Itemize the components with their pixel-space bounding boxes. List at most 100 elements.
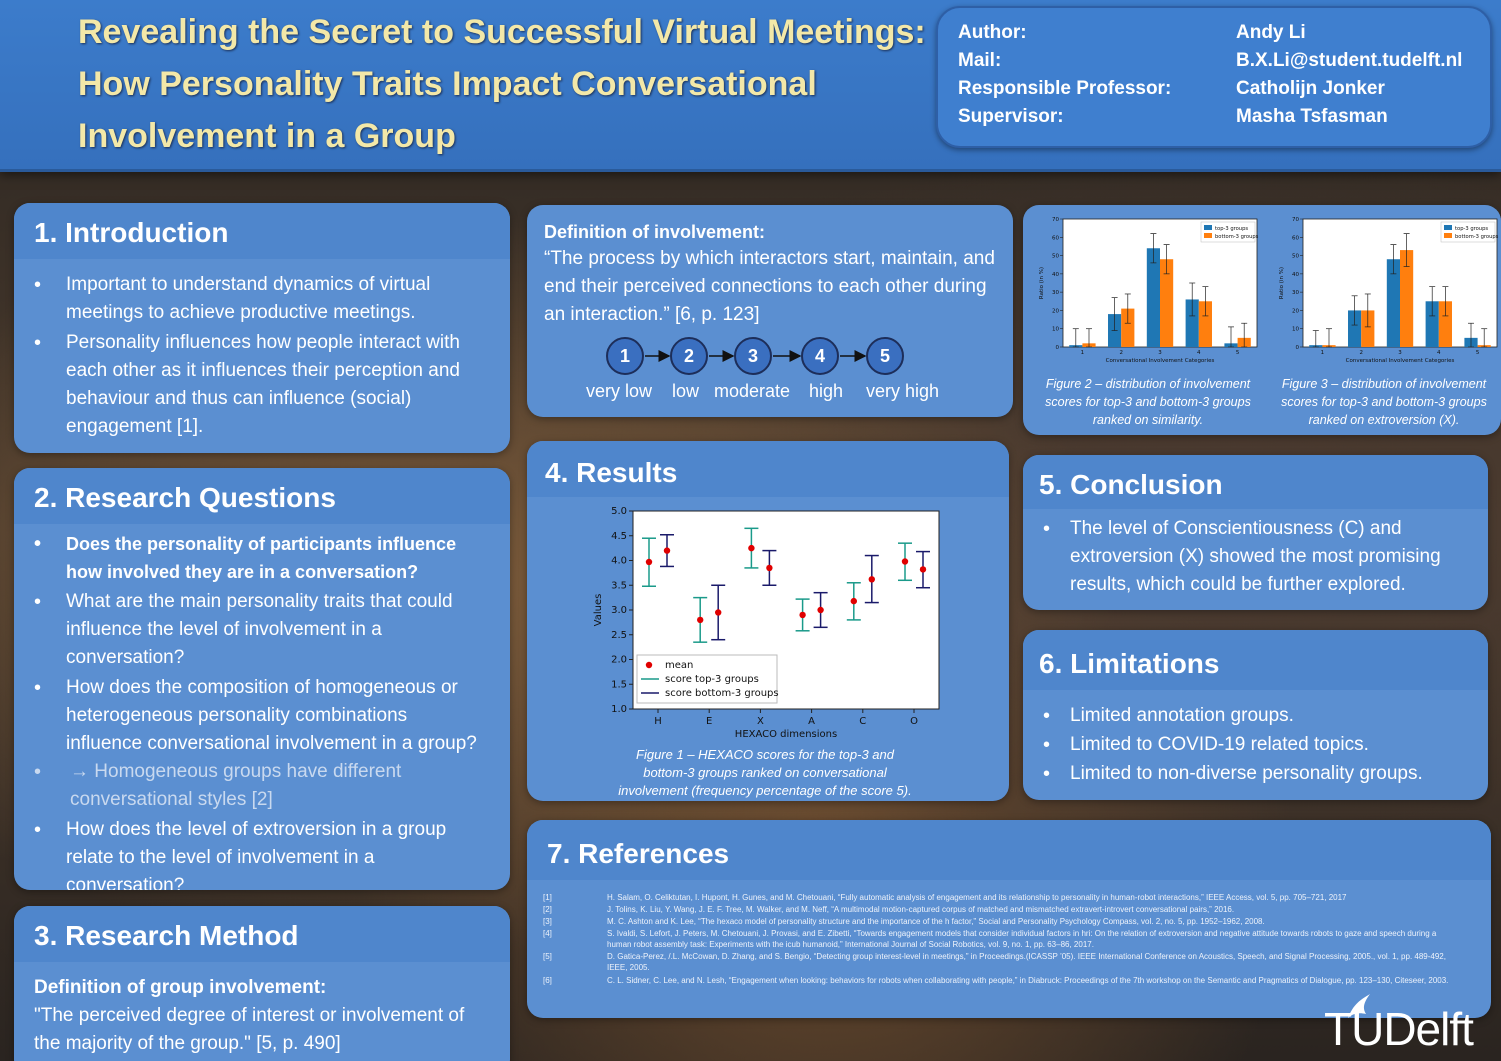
- limitations-title: 6. Limitations: [1023, 630, 1488, 690]
- legend-swatch: [1444, 225, 1452, 230]
- scale-label-high: high: [809, 381, 844, 401]
- professor-label: Responsible Professor:: [958, 78, 1172, 99]
- reference-text: M. C. Ashton and K. Lee, “The hexaco mod…: [607, 917, 1265, 926]
- research-method-panel: 3. Research Method Definition of group i…: [14, 906, 510, 1061]
- y-tick-label: 4.5: [611, 531, 627, 542]
- reference-text: C. L. Sidner, C. Lee, and N. Lesh, “Enga…: [607, 976, 1449, 985]
- legend-label: bottom-3 groups: [1455, 234, 1499, 240]
- references-panel: 7. References [1] H. Salam, O. Celiktuta…: [527, 820, 1491, 1018]
- bar: [1348, 310, 1362, 347]
- y-tick-label: 30: [1292, 290, 1299, 296]
- introduction-bullet: Personality influences how people intera…: [14, 329, 490, 441]
- legend-mean-marker: [645, 661, 653, 669]
- legend-box: [636, 654, 778, 704]
- sub-question-2-note: → Homogeneous groups have different conv…: [14, 758, 488, 814]
- scale-label-low: low: [672, 381, 700, 401]
- mean-point: [817, 606, 824, 614]
- scale-label-very-low: very low: [586, 381, 653, 401]
- legend-label: score top-3 groups: [665, 674, 759, 685]
- mean-point: [697, 616, 704, 624]
- figures-2-3-panel: 0 10 20 30 40 50 60 70 1 2 3 4 5 Conversational Invol…: [1023, 205, 1501, 435]
- figure-1-container: 1.0 1.5 2.0 2.5 3.0 3.5 4.0 4.5 5.0 H E X A C O HEXACO …: [589, 505, 953, 745]
- mean-point: [868, 576, 875, 583]
- legend-label: top-3 groups: [1455, 226, 1488, 232]
- group-involvement-label: Definition of group involvement:: [34, 977, 327, 998]
- x-tick-label: 5: [1476, 350, 1480, 356]
- x-tick-label: 3: [1158, 350, 1162, 356]
- limitations-panel: 6. Limitations Limited annotation groups…: [1023, 630, 1488, 800]
- scale-node-4: 4: [801, 337, 839, 375]
- title-line-1: Revealing the Secret to Successful Virtu…: [78, 13, 926, 51]
- poster-title: Revealing the Secret to Successful Virtu…: [78, 6, 928, 162]
- figure-2-chart: 0 10 20 30 40 50 60 70 1 2 3 4 5 Conversational Invol…: [1039, 217, 1259, 364]
- involvement-definition-panel: Definition of involvement: “The process …: [527, 205, 1013, 417]
- reference-id: [2]: [543, 905, 552, 914]
- figure-3-chart: 0 10 20 30 40 50 60 70 1 2 3 4 5 Conversational Invol…: [1279, 217, 1499, 364]
- mail-address[interactable]: B.X.Li@student.tudelft.nl: [1236, 50, 1463, 71]
- x-axis-label: Conversational Involvement Categories: [1106, 358, 1215, 364]
- legend-box: [1440, 221, 1496, 243]
- x-tick-label: E: [706, 716, 712, 727]
- research-questions-panel: 2. Research Questions Does the personali…: [14, 468, 510, 890]
- legend-label: score bottom-3 groups: [665, 688, 779, 699]
- y-axis-label: Ratio (in %): [1039, 267, 1045, 299]
- y-axis-label: Ratio (in %): [1279, 267, 1285, 299]
- reference-id: [6]: [543, 976, 552, 985]
- legend-swatch: [1444, 233, 1452, 238]
- y-tick-label: 1.5: [611, 679, 627, 690]
- sub-question-1: What are the main personality traits tha…: [14, 588, 488, 672]
- y-tick-label: 70: [1052, 217, 1059, 223]
- bar: [1400, 250, 1414, 347]
- results-panel: 4. Results 1.0 1.5 2.0 2.5 3.0 3.5 4.0 4.5 5.0 H E…: [527, 441, 1009, 801]
- bar: [1386, 259, 1400, 347]
- y-tick-label: 2.0: [611, 655, 627, 666]
- supervisor-name: Masha Tsfasman: [1236, 106, 1388, 127]
- y-tick-label: 0: [1296, 345, 1300, 351]
- y-tick-label: 40: [1052, 272, 1059, 278]
- sub-question-2: How does the composition of homogeneous …: [14, 674, 488, 758]
- title-line-2: How Personality Traits Impact Conversati…: [78, 65, 817, 103]
- y-tick-label: 0: [1056, 345, 1060, 351]
- mean-point: [850, 597, 857, 605]
- reference-id: [3]: [543, 917, 552, 926]
- tudelft-logo: TUDelft: [1318, 990, 1498, 1056]
- research-method-body: Definition of group involvement: "The pe…: [14, 962, 510, 1058]
- x-tick-label: 1: [1081, 350, 1085, 356]
- x-axis-label: Conversational Involvement Categories: [1346, 358, 1455, 364]
- x-tick-label: 2: [1359, 350, 1363, 356]
- x-tick-label: C: [859, 716, 866, 727]
- figure-1-chart: 1.0 1.5 2.0 2.5 3.0 3.5 4.0 4.5 5.0 H E X A C O HEXACO …: [593, 506, 940, 740]
- bar: [1425, 301, 1439, 347]
- reference-text: S. Ivaldi, S. Lefort, J. Peters, M. Chet…: [607, 929, 1437, 949]
- author-info-box: Author: Andy Li Mail: B.X.Li@student.tud…: [936, 6, 1492, 148]
- legend-swatch: [1204, 233, 1212, 238]
- research-questions-title: 2. Research Questions: [14, 468, 510, 524]
- mean-point: [901, 558, 909, 565]
- x-tick-label: 2: [1119, 350, 1123, 356]
- x-tick-label: H: [654, 716, 662, 727]
- scale-node-5: 5: [866, 337, 904, 375]
- mean-point: [715, 609, 722, 616]
- y-tick-label: 1.0: [611, 704, 627, 715]
- professor-name: Catholijn Jonker: [1236, 78, 1385, 99]
- x-tick-label: 4: [1437, 350, 1441, 356]
- figure-2-container: 0 10 20 30 40 50 60 70 1 2 3 4 5 Conversational Invol…: [1033, 211, 1265, 371]
- y-tick-label: 30: [1052, 290, 1059, 296]
- scale-label-moderate: moderate: [714, 381, 791, 401]
- legend-label: top-3 groups: [1215, 226, 1248, 232]
- y-tick-label: 60: [1052, 235, 1059, 241]
- bar: [1438, 301, 1452, 347]
- reference-text: D. Gatica-Perez, /.L. McCowan, D. Zhang,…: [607, 952, 1446, 972]
- y-tick-label: 50: [1292, 254, 1299, 260]
- y-tick-label: 3.5: [611, 580, 627, 591]
- main-research-question: Does the personality of participants inf…: [14, 530, 488, 586]
- reference-text: H. Salam, O. Celiktutan, I. Hupont, H. G…: [607, 893, 1347, 902]
- limitation-bullet: Limited annotation groups.: [1023, 702, 1488, 730]
- x-tick-label: 1: [1321, 350, 1325, 356]
- bar: [1198, 301, 1212, 347]
- title-line-3: Involvement in a Group: [78, 117, 456, 155]
- bar: [1185, 299, 1199, 347]
- sub-question-3: How does the level of extroversion in a …: [14, 816, 488, 890]
- figure-3-container: 0 10 20 30 40 50 60 70 1 2 3 4 5 Conversational Invol…: [1273, 211, 1501, 371]
- research-method-title: 3. Research Method: [14, 906, 510, 962]
